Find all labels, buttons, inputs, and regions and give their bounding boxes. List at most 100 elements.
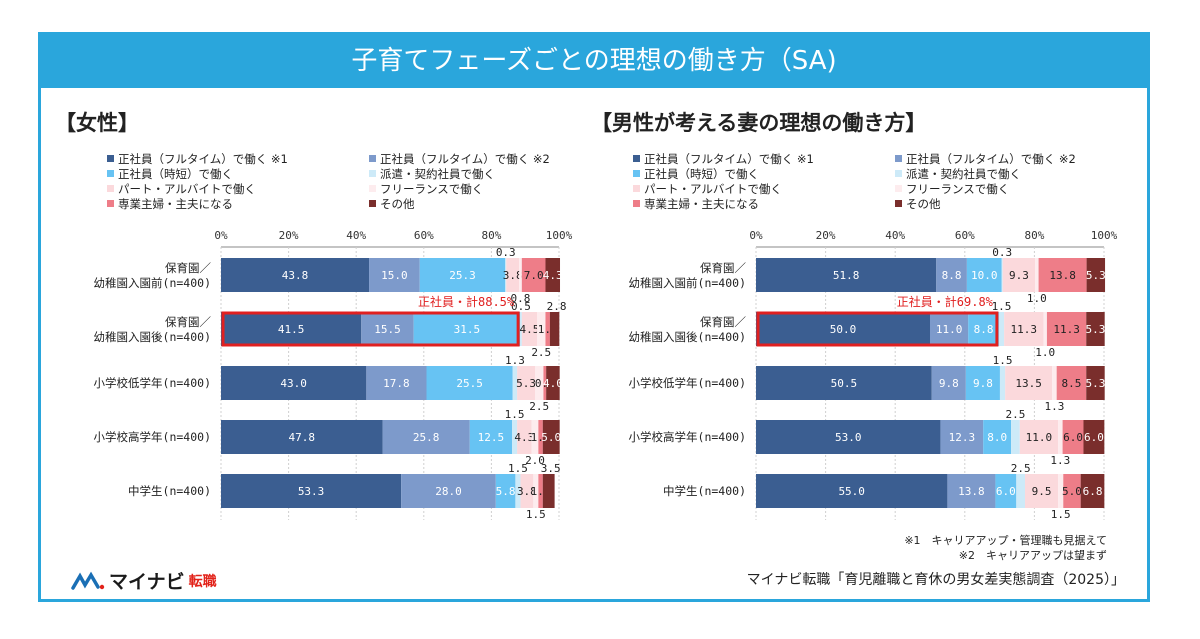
category-label: 中学生(n=400) bbox=[128, 484, 211, 498]
legend-label: その他 bbox=[906, 197, 941, 211]
category-label: 保育園／ bbox=[700, 315, 746, 329]
value-label-dispatch: 1.3 bbox=[505, 354, 525, 367]
value-label-freelance: 1.5 bbox=[1051, 508, 1071, 521]
value-label-freelance: 2.0 bbox=[525, 454, 545, 467]
value-label-freelance: 1.0 bbox=[1035, 346, 1055, 359]
bar-other bbox=[549, 312, 560, 346]
legend-swatch-other bbox=[369, 200, 376, 207]
value-label-dispatch: 1.5 bbox=[508, 462, 528, 475]
value-label-fulltime2: 12.3 bbox=[949, 431, 976, 444]
bar-fulltime1 bbox=[756, 474, 948, 508]
value-label-short: 5.8 bbox=[496, 485, 516, 498]
legend-label: フリーランスで働く bbox=[906, 182, 1010, 196]
bar-freelance bbox=[537, 312, 546, 346]
bar-fulltime2 bbox=[930, 312, 969, 346]
value-label-short: 25.5 bbox=[456, 377, 483, 390]
legend-swatch-short bbox=[107, 170, 114, 177]
bar-homemaker bbox=[538, 474, 543, 508]
bar-part bbox=[517, 366, 536, 400]
bar-other bbox=[542, 474, 555, 508]
category-label: 幼稚園入園前(n=400) bbox=[629, 276, 746, 290]
value-label-homemaker: 5.0 bbox=[1062, 485, 1082, 498]
left-legend: 正社員（フルタイム）で働く ※1 正社員（フルタイム）で働く ※2 正社員（時短）で… bbox=[107, 152, 587, 214]
bar-fulltime2 bbox=[382, 420, 470, 454]
legend-item-fulltime1: 正社員（フルタイム）で働く ※1 bbox=[633, 152, 814, 166]
value-label-fulltime1: 55.0 bbox=[838, 485, 865, 498]
value-label-fulltime2: 28.0 bbox=[435, 485, 462, 498]
value-label-fulltime2: 13.8 bbox=[958, 485, 985, 498]
legend-label: その他 bbox=[380, 197, 415, 211]
value-label-homemaker: 13.8 bbox=[1049, 269, 1076, 282]
legend-label: 正社員（フルタイム）で働く ※2 bbox=[906, 152, 1076, 166]
value-label-fulltime1: 50.0 bbox=[830, 323, 857, 336]
legend-swatch-dispatch bbox=[369, 170, 376, 177]
legend-item-dispatch: 派遣・契約社員で働く bbox=[895, 167, 1021, 181]
legend-label: パート・アルバイトで働く bbox=[118, 182, 256, 196]
highlight-box bbox=[756, 311, 999, 347]
bar-fulltime1 bbox=[756, 366, 932, 400]
legend-item-part: パート・アルバイトで働く bbox=[107, 182, 256, 196]
value-label-short: 6.0 bbox=[996, 485, 1016, 498]
value-label-part: 13.5 bbox=[1015, 377, 1042, 390]
value-label-other: 4.0 bbox=[543, 377, 563, 390]
bar-fulltime1 bbox=[221, 312, 362, 346]
left-chart: 0% 20% 40% 60% 80% 100%保育園／幼稚園入園前(n=400)43.8 1… bbox=[94, 229, 573, 521]
legend-swatch-part bbox=[633, 185, 640, 192]
legend-label: フリーランスで働く bbox=[380, 182, 484, 196]
legend-item-homemaker: 専業主婦・主夫になる bbox=[107, 197, 233, 211]
right-chart: 0% 20% 40% 60% 80% 100%保育園／幼稚園入園前(n=400)51.8 8… bbox=[629, 229, 1118, 521]
bar-dispatch bbox=[999, 366, 1006, 400]
value-label-part: 11.3 bbox=[1011, 323, 1038, 336]
bar-homemaker bbox=[1056, 366, 1087, 400]
value-label-short: 10.0 bbox=[971, 269, 998, 282]
legend-label: 正社員（フルタイム）で働く ※1 bbox=[644, 152, 814, 166]
category-label: 小学校高学年(n=400) bbox=[629, 430, 746, 444]
legend-item-other: その他 bbox=[369, 197, 415, 211]
value-label-short: 9.8 bbox=[973, 377, 993, 390]
category-label: 中学生(n=400) bbox=[663, 484, 746, 498]
value-label-other: 3.5 bbox=[541, 462, 561, 475]
legend-swatch-homemaker bbox=[633, 200, 640, 207]
legend-item-part: パート・アルバイトで働く bbox=[633, 182, 782, 196]
x-tick-label: 100% bbox=[1091, 229, 1118, 242]
category-label: 小学校高学年(n=400) bbox=[94, 430, 211, 444]
bar-freelance bbox=[533, 474, 539, 508]
value-label-fulltime2: 9.8 bbox=[939, 377, 959, 390]
logo-sub: 転職 bbox=[188, 573, 217, 590]
x-tick-label: 20% bbox=[816, 229, 836, 242]
bar-short bbox=[495, 474, 516, 508]
value-label-short: 8.0 bbox=[987, 431, 1007, 444]
bar-other bbox=[1086, 312, 1105, 346]
bar-fulltime1 bbox=[756, 420, 941, 454]
value-label-fulltime2: 11.0 bbox=[936, 323, 963, 336]
bar-freelance bbox=[519, 258, 522, 292]
value-label-fulltime2: 8.8 bbox=[942, 269, 962, 282]
legend-swatch-short bbox=[633, 170, 640, 177]
value-label-fulltime1: 43.8 bbox=[282, 269, 309, 282]
infographic-frame: 子育てフェーズごとの理想の働き方（SA) 【女性】 【男性が考える妻の理想の働き… bbox=[38, 32, 1150, 602]
legend-swatch-fulltime2 bbox=[895, 155, 902, 162]
value-label-dispatch: 1.5 bbox=[992, 300, 1012, 313]
category-label: 保育園／ bbox=[165, 261, 211, 275]
bar-homemaker bbox=[1038, 258, 1087, 292]
bar-dispatch bbox=[1011, 420, 1020, 454]
bar-homemaker bbox=[543, 366, 547, 400]
value-label-fulltime1: 41.5 bbox=[278, 323, 305, 336]
bar-fulltime2 bbox=[401, 474, 496, 508]
right-legend: 正社員（フルタイム）で働く ※1 正社員（フルタイム）で働く ※2 正社員（時短）で… bbox=[633, 152, 1113, 214]
value-label-part: 4.5 bbox=[519, 323, 539, 336]
legend-item-dispatch: 派遣・契約社員で働く bbox=[369, 167, 495, 181]
legend-label: 専業主婦・主夫になる bbox=[644, 197, 759, 211]
legend-label: 正社員（時短）で働く bbox=[118, 167, 233, 181]
value-label-fulltime1: 51.8 bbox=[833, 269, 860, 282]
value-label-other: 4.3 bbox=[543, 269, 563, 282]
legend-swatch-freelance bbox=[369, 185, 376, 192]
bar-freelance bbox=[1043, 312, 1047, 346]
legend-item-short: 正社員（時短）で働く bbox=[107, 167, 233, 181]
value-label-part: 5.3 bbox=[516, 377, 536, 390]
value-label-fulltime2: 17.8 bbox=[383, 377, 410, 390]
bar-short bbox=[966, 258, 1002, 292]
value-label-freelance: 1.5 bbox=[526, 508, 546, 521]
brand-logo: マイナビ 転職 bbox=[71, 567, 217, 594]
bar-fulltime1 bbox=[221, 474, 402, 508]
